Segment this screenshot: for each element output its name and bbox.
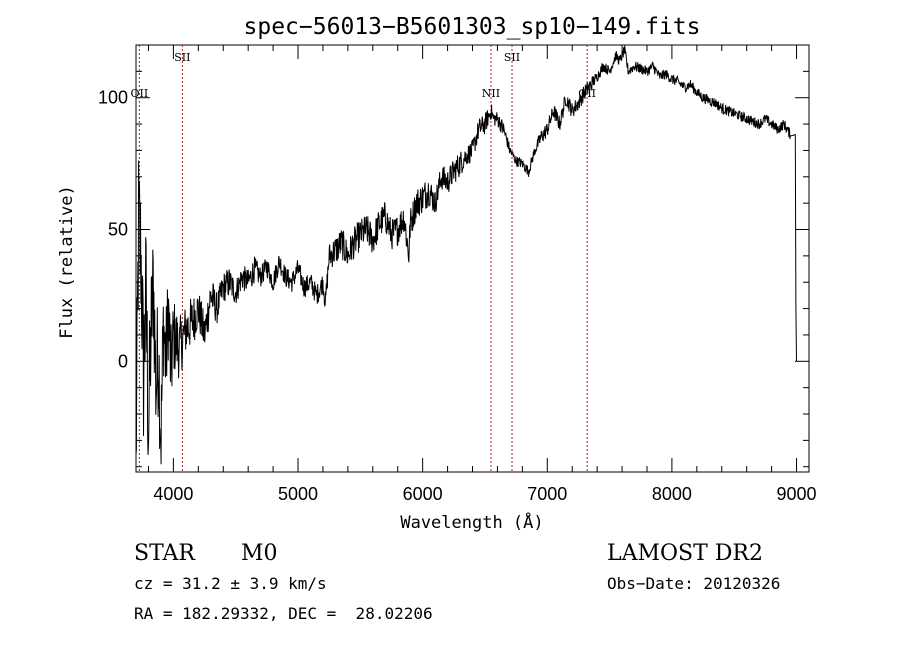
line-marker-label: SII [504,51,520,64]
spectrum-series-line [136,46,797,465]
survey-name: LAMOST DR2 [607,541,763,566]
x-tick-label: 9000 [777,484,817,504]
x-axis-label: Wavelength (Å) [400,511,543,533]
object-class: STAR [134,541,195,566]
y-axis-label: Flux (relative) [57,185,77,339]
x-tick-label: 5000 [278,484,318,504]
redshift-cz: cz = 31.2 ± 3.9 km/s [134,574,327,593]
y-tick-label: 100 [98,88,128,108]
x-tick-label: 7000 [527,484,567,504]
y-tick-label: 50 [108,220,128,240]
ra-dec: RA = 182.29332, DEC = 28.02206 [134,604,433,623]
object-subclass: M0 [241,541,278,566]
observation-date: Obs−Date: 20120326 [607,574,780,593]
line-marker-label: SII [174,51,190,64]
line-marker-label: NII [482,87,500,100]
x-tick-label: 4000 [153,484,193,504]
x-tick-label: 6000 [403,484,443,504]
plot-frame [136,45,809,472]
line-marker-label: OII [131,87,149,100]
y-tick-label: 0 [118,351,128,371]
axis-ticks: 4000 5000 6000 7000 8000 9000 0 50 100 [98,45,817,504]
chart-title: spec−56013−B5601303_sp10−149.fits [244,14,701,40]
x-tick-label: 8000 [652,484,692,504]
